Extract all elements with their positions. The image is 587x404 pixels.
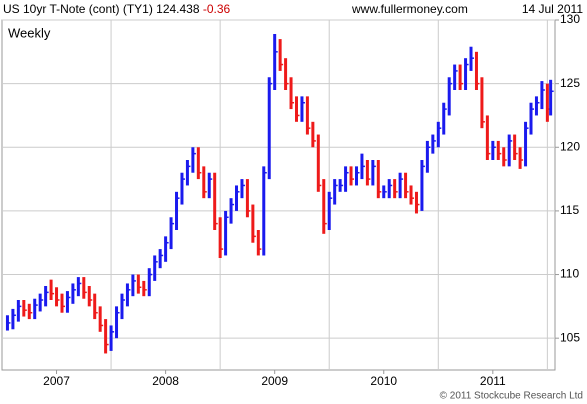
x-tick-label: 2009 xyxy=(261,374,288,388)
period-label: Weekly xyxy=(8,25,51,40)
x-tick-label: 2007 xyxy=(43,374,70,388)
y-tick-label: 120 xyxy=(560,139,580,153)
y-tick-label: 115 xyxy=(560,203,579,217)
x-tick-label: 2011 xyxy=(480,374,506,388)
y-tick-label: 125 xyxy=(560,76,580,90)
plot-frame xyxy=(1,19,556,371)
title: US 10yr T-Note (cont) (TY1) 124.438 xyxy=(3,2,200,16)
source: www.fullermoney.com xyxy=(351,2,468,16)
x-tick-label: 2010 xyxy=(370,374,397,388)
change: -0.36 xyxy=(203,2,231,16)
x-tick-label: 2008 xyxy=(152,374,179,388)
footer: © 2011 Stockcube Research Ltd xyxy=(440,391,583,402)
y-tick-label: 105 xyxy=(560,330,580,344)
bars xyxy=(5,34,554,354)
y-tick-label: 110 xyxy=(560,267,579,281)
date: 14 Jul 2011 xyxy=(522,2,583,16)
y-tick-label: 130 xyxy=(560,12,580,26)
chart-title: US 10yr T-Note (cont) (TY1) 124.438 -0.3… xyxy=(3,2,231,16)
